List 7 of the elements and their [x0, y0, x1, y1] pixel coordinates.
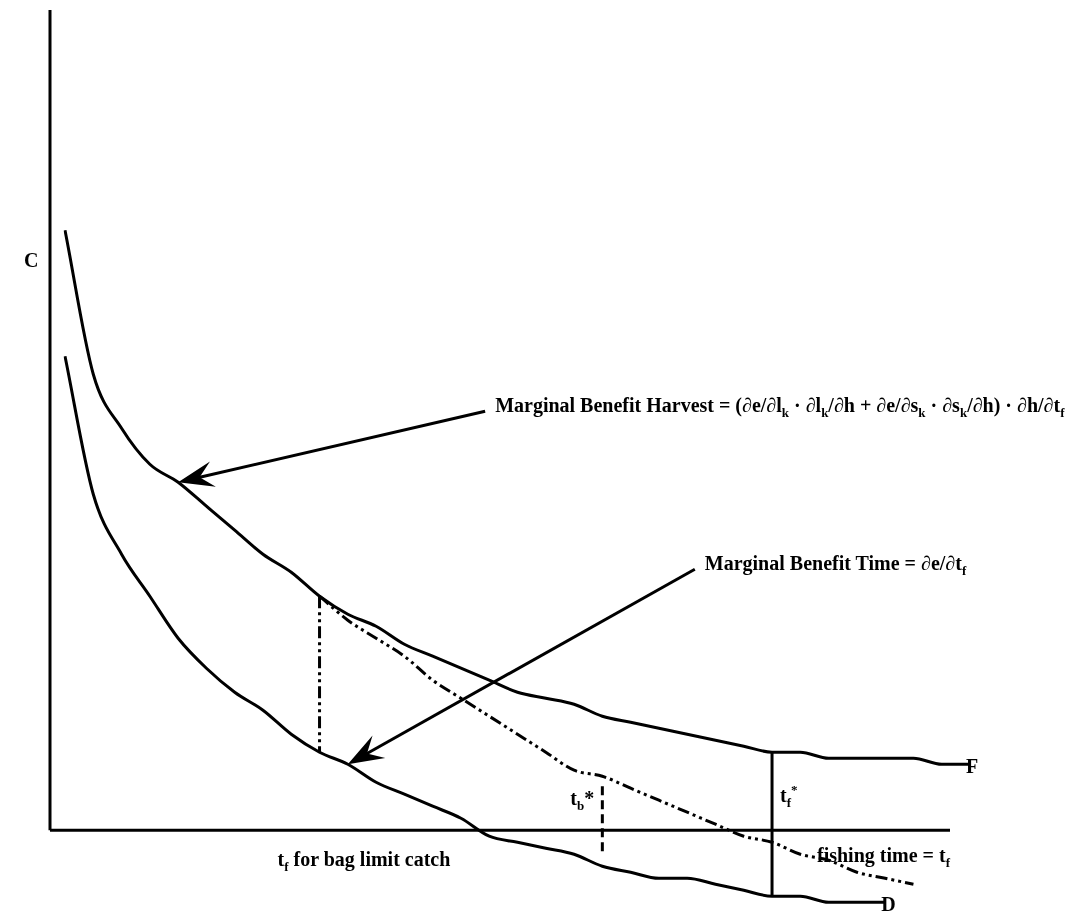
annotation: t$_{b}$* — [570, 787, 595, 814]
y-axis-title: C — [24, 249, 39, 272]
annotation: t$_{f}$ for bag limit catch — [277, 848, 452, 875]
x-axis-title: fishing time = t$_{f}$ — [817, 844, 950, 871]
series-label: D — [881, 893, 896, 916]
text: Marginal Benefit Harvest = (∂e/∂l$_{k}$ · ∂l$_{k}$/∂h + ∂e/∂s$_{k}$ · ∂s$_{k}$/∂h) · ∂h/∂t$_{f}$ — [495, 394, 1065, 421]
annotation: Marginal Benefit Time = ∂e/∂t$_{f}$ — [704, 552, 967, 579]
